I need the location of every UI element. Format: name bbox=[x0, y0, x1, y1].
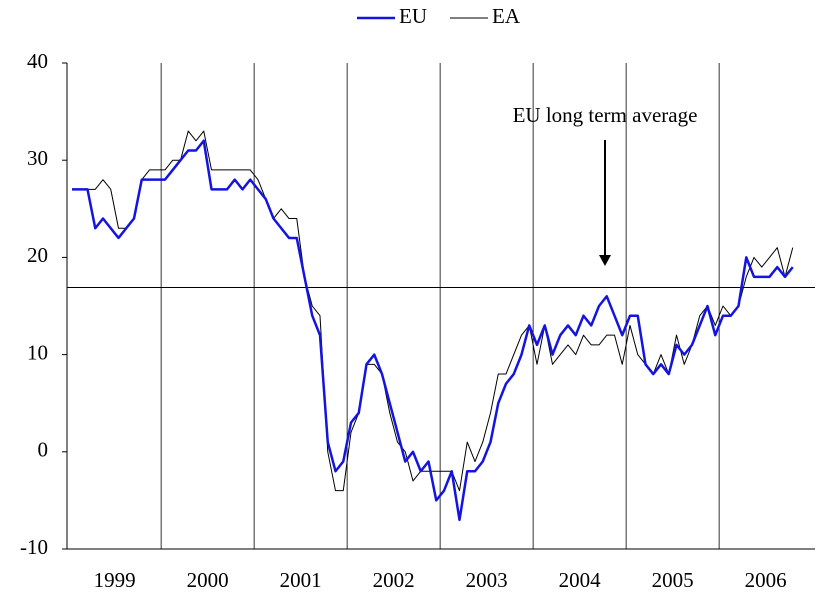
series-line bbox=[72, 139, 794, 522]
y-tick-label: 10 bbox=[27, 340, 48, 364]
y-tick-label: 30 bbox=[27, 146, 48, 170]
y-tick-label: -10 bbox=[20, 535, 48, 559]
y-tick-label: 20 bbox=[27, 243, 48, 267]
legend-label: EA bbox=[492, 4, 521, 28]
x-tick-label: 2002 bbox=[373, 568, 415, 592]
y-tick-label: 40 bbox=[27, 49, 48, 73]
x-tick-label: 2006 bbox=[745, 568, 787, 592]
y-tick-label: 0 bbox=[38, 438, 49, 462]
x-tick-label: 2003 bbox=[466, 568, 508, 592]
series-line bbox=[72, 130, 794, 492]
x-tick-label: 1999 bbox=[94, 568, 136, 592]
annotation: EU long term average bbox=[513, 103, 698, 127]
legend-label: EU bbox=[399, 4, 427, 28]
x-tick-label: 2004 bbox=[559, 568, 602, 592]
annotation-arrowhead bbox=[599, 255, 611, 266]
x-tick-label: 2000 bbox=[187, 568, 229, 592]
x-tick-label: 2005 bbox=[652, 568, 694, 592]
x-tick-label: 2001 bbox=[280, 568, 322, 592]
